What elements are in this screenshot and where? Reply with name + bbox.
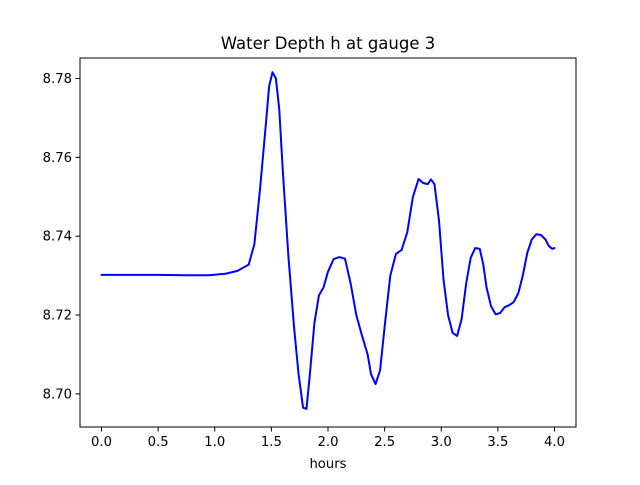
y-tick-label: 8.78: [43, 72, 72, 87]
y-tick-label: 8.76: [43, 151, 72, 166]
x-tick-label: 0.0: [91, 435, 112, 450]
plot-area: 0.0 0.5 1.0 1.5 2.0 2.5 3.0 3.5 4.0 8.70 8.72 8.74 8…: [43, 57, 577, 450]
y-tick-label: 8.70: [43, 387, 72, 402]
x-axis-label: hours: [309, 457, 346, 472]
x-tick-label: 3.0: [431, 435, 452, 450]
y-tick-label: 8.72: [43, 309, 72, 324]
x-tick-label: 2.0: [318, 435, 339, 450]
y-tick-label: 8.74: [43, 230, 72, 245]
x-tick-label: 2.5: [374, 435, 395, 450]
x-tick-label: 1.5: [261, 435, 282, 450]
series-line-0: [100, 71, 556, 410]
chart-title: Water Depth h at gauge 3: [221, 34, 435, 53]
x-tick-label: 1.0: [204, 435, 225, 450]
x-tick-label: 3.5: [487, 435, 508, 450]
x-tick-label: 4.0: [544, 435, 565, 450]
x-tick-label: 0.5: [148, 435, 169, 450]
